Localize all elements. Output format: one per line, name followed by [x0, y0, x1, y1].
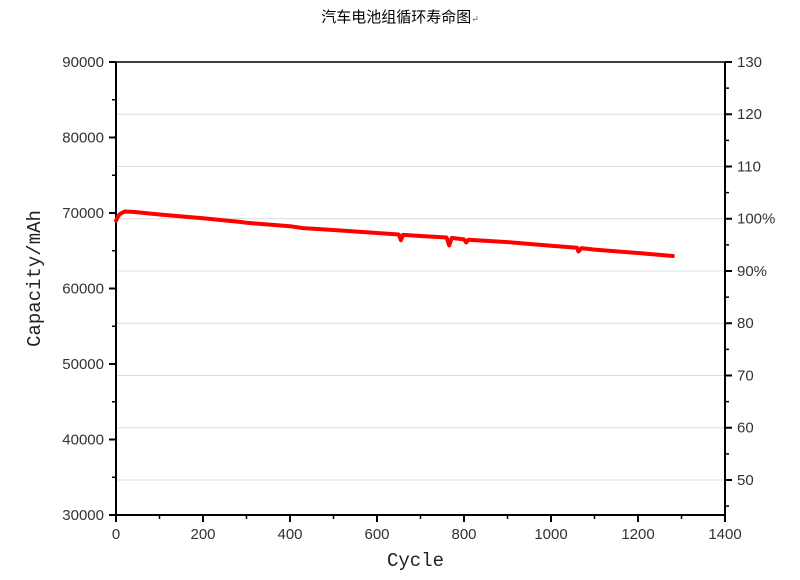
- y2-tick-label: 120: [737, 106, 762, 123]
- x-tick-label: 0: [112, 526, 120, 543]
- y2-tick-label: 60: [737, 420, 754, 437]
- x-tick-label: 800: [451, 526, 476, 543]
- x-tick-label: 600: [364, 526, 389, 543]
- capacity-series-line: [114, 209, 675, 258]
- x-axis-label: Cycle: [387, 550, 444, 572]
- x-tick-label: 1200: [621, 526, 654, 543]
- y-tick-label: 90000: [62, 54, 104, 71]
- y-tick-label: 30000: [62, 507, 104, 524]
- y2-tick-label: 90%: [737, 263, 767, 280]
- x-tick-label: 1400: [708, 526, 741, 543]
- paragraph-mark-icon: ↵: [471, 15, 479, 25]
- y-tick-label: 70000: [62, 205, 104, 222]
- x-tick-label: 400: [277, 526, 302, 543]
- chart-title-text: 汽车电池组循环寿命图: [321, 8, 472, 26]
- y2-tick-label: 110: [737, 158, 761, 175]
- y2-tick-label: 80: [737, 315, 754, 332]
- y2-tick-label: 100%: [737, 211, 775, 228]
- x-tick-label: 200: [190, 526, 215, 543]
- y-tick-label: 60000: [62, 281, 104, 298]
- y2-tick-label: 130: [737, 54, 762, 71]
- y-tick-label: 80000: [62, 130, 104, 147]
- y-axis-label: Capacity/mAh: [24, 210, 46, 347]
- y2-tick-label: 50: [737, 472, 754, 489]
- y-tick-label: 40000: [62, 432, 104, 449]
- y-tick-label: 50000: [62, 356, 104, 373]
- y2-tick-label: 70: [737, 367, 754, 384]
- chart-title: 汽车电池组循环寿命图↵: [0, 6, 800, 27]
- x-tick-label: 1000: [534, 526, 567, 543]
